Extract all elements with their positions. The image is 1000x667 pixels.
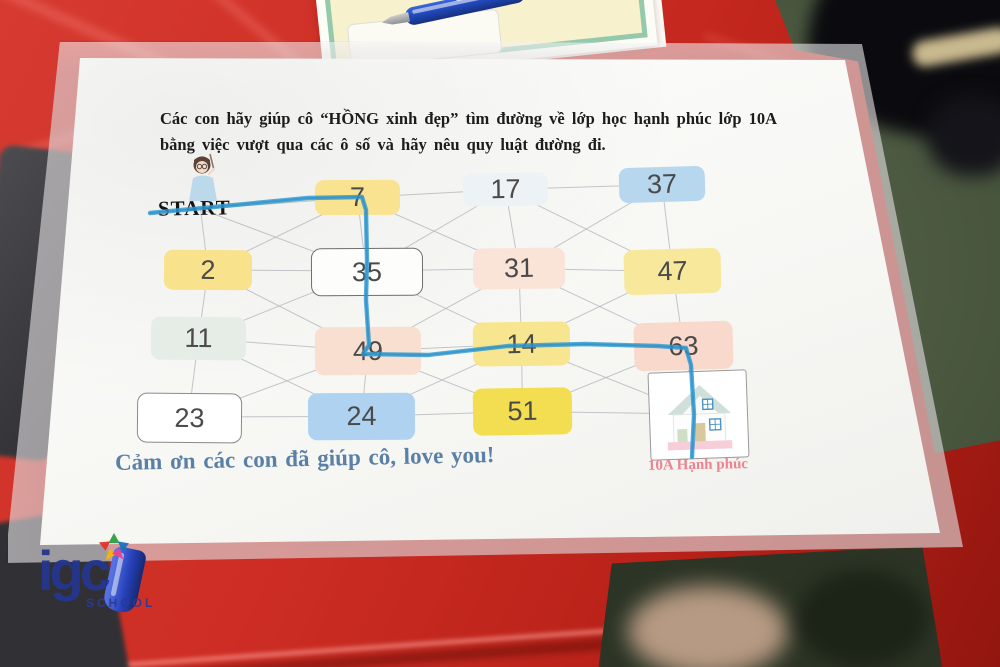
logo-star-icon — [98, 532, 130, 561]
worksheet-paper: Các con hãy giúp cô “HỒNG xinh đẹp” tìm … — [40, 58, 940, 545]
blurred-foot — [628, 586, 788, 667]
house-node — [647, 369, 750, 461]
blurred-shadow — [798, 571, 928, 666]
board-node-11: 11 — [150, 316, 247, 361]
chair-cutout-gap — [598, 546, 943, 667]
title-line-2: bằng việc vượt qua các ô số và hãy nêu q… — [160, 134, 606, 154]
house-label: 10A Hạnh phúc — [647, 456, 749, 474]
board-node-63: 63 — [633, 320, 734, 372]
dark-object-top-right-2 — [928, 96, 1000, 176]
board-node-2: 2 — [163, 249, 253, 291]
board-node-24: 24 — [307, 392, 416, 441]
board-node-47: 47 — [623, 247, 722, 296]
teacher-girl-icon — [189, 153, 217, 201]
igc-school-logo: igc SCHOOL — [38, 532, 168, 632]
board-node-23: 23 — [136, 392, 243, 444]
logo-text: igc — [38, 539, 111, 602]
worksheet-title: Các con hãy giúp cô “HỒNG xinh đẹp” tìm … — [160, 106, 808, 157]
board-node-51: 51 — [472, 387, 573, 436]
logo-subtext: SCHOOL — [86, 596, 156, 610]
board-node-17: 17 — [462, 172, 549, 207]
board-node-35: 35 — [310, 247, 424, 297]
house-icon — [667, 385, 732, 451]
board-node-31: 31 — [472, 247, 566, 290]
board-node-37: 37 — [618, 165, 706, 204]
title-line-1: Các con hãy giúp cô “HỒNG xinh đẹp” tìm … — [160, 109, 778, 128]
board-node-14: 14 — [472, 321, 571, 367]
board-node-49: 49 — [314, 326, 422, 376]
board-node-7: 7 — [314, 179, 401, 216]
